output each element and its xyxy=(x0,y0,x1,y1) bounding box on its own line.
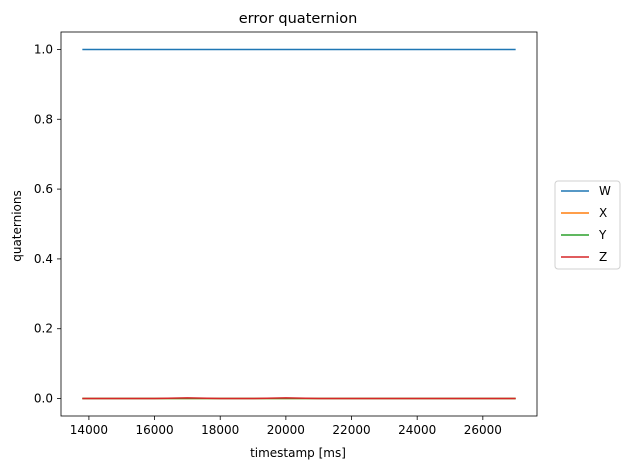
legend-label-x: X xyxy=(599,206,607,220)
y-tick-label: 1.0 xyxy=(34,42,53,56)
plot-area xyxy=(60,31,538,417)
x-tick-label: 16000 xyxy=(135,423,173,437)
chart-title: error quaternion xyxy=(239,11,358,27)
y-tick-label: 0.8 xyxy=(34,112,53,126)
legend-box xyxy=(554,180,621,270)
x-axis-label: timestamp [ms] xyxy=(250,446,346,460)
y-axis: 0.0 0.2 0.4 0.6 0.8 1.0 xyxy=(34,42,61,406)
y-tick-label: 0.6 xyxy=(34,182,53,196)
x-axis: 14000 16000 18000 20000 22000 24000 26000 xyxy=(70,416,502,437)
x-tick-label: 24000 xyxy=(398,423,436,437)
y-axis-label: quaternions xyxy=(10,190,24,262)
legend-label-y: Y xyxy=(598,228,607,242)
x-tick-label: 26000 xyxy=(464,423,502,437)
legend-label-z: Z xyxy=(599,250,607,264)
x-tick-label: 20000 xyxy=(267,423,305,437)
legend-label-w: W xyxy=(599,184,611,198)
series-line-z xyxy=(82,397,516,400)
x-tick-label: 22000 xyxy=(332,423,370,437)
plot-frame xyxy=(60,31,538,417)
x-tick-label: 18000 xyxy=(201,423,239,437)
y-tick-label: 0.4 xyxy=(34,252,53,266)
x-tick-label: 14000 xyxy=(70,423,108,437)
y-tick-label: 0.0 xyxy=(34,392,53,406)
y-tick-label: 0.2 xyxy=(34,322,53,336)
